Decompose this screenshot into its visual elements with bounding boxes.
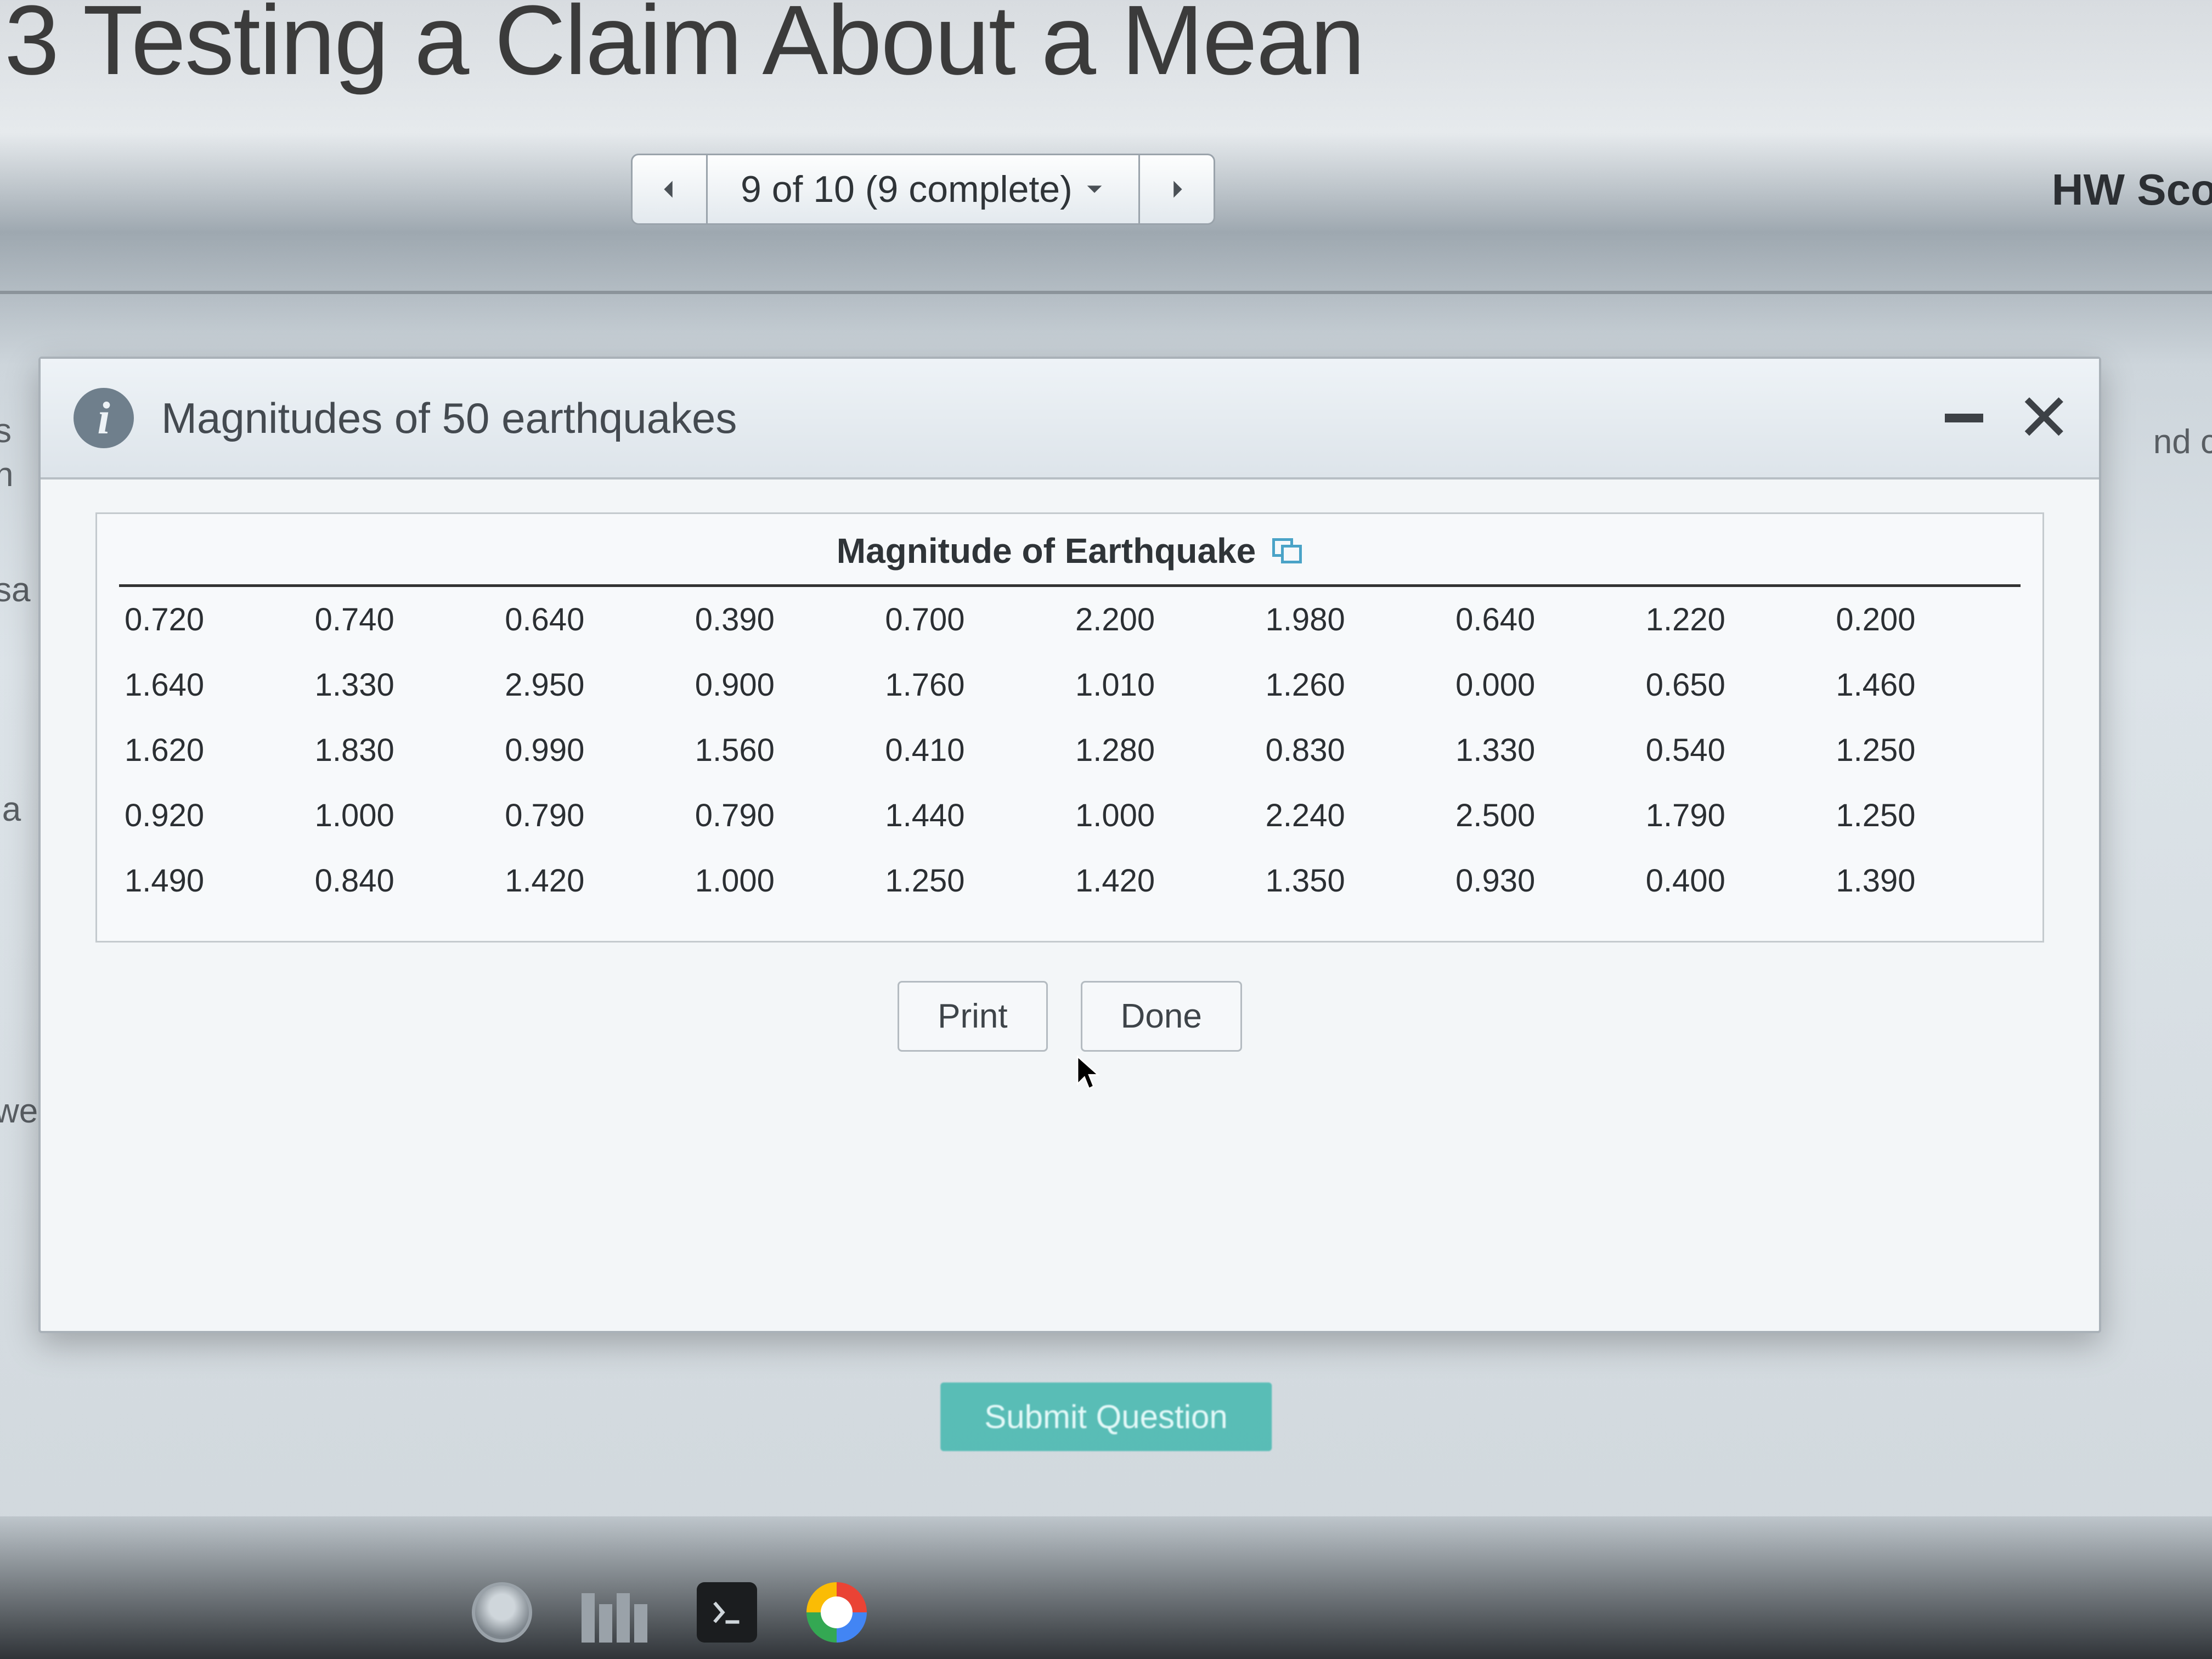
table-cell: 0.640 bbox=[499, 586, 690, 653]
safari-icon[interactable] bbox=[472, 1582, 532, 1643]
table-cell: 1.260 bbox=[1260, 652, 1451, 718]
table-row: 0.7200.7400.6400.3900.7002.2001.9800.640… bbox=[119, 586, 2021, 653]
table-cell: 1.560 bbox=[690, 718, 880, 783]
table-title: Magnitude of Earthquake bbox=[119, 531, 2021, 584]
truncated-text: la bbox=[0, 790, 21, 829]
next-question-button[interactable] bbox=[1138, 154, 1215, 225]
table-cell: 1.980 bbox=[1260, 586, 1451, 653]
data-table: 0.7200.7400.6400.3900.7002.2001.9800.640… bbox=[119, 584, 2021, 913]
chevron-left-icon bbox=[657, 177, 682, 202]
table-cell: 1.000 bbox=[309, 783, 500, 848]
table-cell: 1.390 bbox=[1830, 848, 2021, 913]
table-cell: 1.760 bbox=[879, 652, 1070, 718]
print-button[interactable]: Print bbox=[898, 981, 1047, 1052]
table-cell: 1.620 bbox=[119, 718, 309, 783]
table-cell: 0.540 bbox=[1640, 718, 1831, 783]
table-cell: 1.330 bbox=[1450, 718, 1640, 783]
truncated-text: nd c bbox=[2153, 422, 2212, 461]
table-cell: 1.790 bbox=[1640, 783, 1831, 848]
table-cell: 1.250 bbox=[1830, 783, 2021, 848]
close-button[interactable]: ✕ bbox=[2016, 398, 2072, 438]
table-cell: 1.830 bbox=[309, 718, 500, 783]
table-cell: 1.000 bbox=[690, 848, 880, 913]
table-cell: 1.440 bbox=[879, 783, 1070, 848]
submit-question-button[interactable]: Submit Question bbox=[940, 1383, 1272, 1451]
table-cell: 0.790 bbox=[690, 783, 880, 848]
table-cell: 2.240 bbox=[1260, 783, 1451, 848]
copy-data-icon[interactable] bbox=[1272, 538, 1303, 563]
table-cell: 1.420 bbox=[499, 848, 690, 913]
table-cell: 0.830 bbox=[1260, 718, 1451, 783]
table-cell: 1.250 bbox=[879, 848, 1070, 913]
table-cell: 1.000 bbox=[1070, 783, 1260, 848]
table-cell: 0.410 bbox=[879, 718, 1070, 783]
chrome-icon[interactable] bbox=[806, 1582, 867, 1643]
hw-score-label: HW Sco bbox=[2052, 165, 2212, 215]
table-cell: 0.740 bbox=[309, 586, 500, 653]
dock bbox=[0, 1516, 2212, 1659]
table-cell: 1.250 bbox=[1830, 718, 2021, 783]
truncated-text: s bbox=[0, 411, 12, 450]
modal-title: Magnitudes of 50 earthquakes bbox=[161, 393, 737, 443]
info-icon: i bbox=[74, 388, 134, 448]
table-cell: 1.280 bbox=[1070, 718, 1260, 783]
table-cell: 0.990 bbox=[499, 718, 690, 783]
header-divider bbox=[0, 291, 2212, 294]
table-cell: 0.700 bbox=[879, 586, 1070, 653]
table-cell: 0.640 bbox=[1450, 586, 1640, 653]
table-cell: 1.330 bbox=[309, 652, 500, 718]
table-cell: 2.950 bbox=[499, 652, 690, 718]
table-cell: 1.350 bbox=[1260, 848, 1451, 913]
terminal-icon[interactable] bbox=[697, 1582, 757, 1643]
table-cell: 0.200 bbox=[1830, 586, 2021, 653]
chevron-down-icon bbox=[1084, 178, 1105, 200]
table-row: 0.9201.0000.7900.7901.4401.0002.2402.500… bbox=[119, 783, 2021, 848]
table-row: 1.4900.8401.4201.0001.2501.4201.3500.930… bbox=[119, 848, 2021, 913]
table-cell: 0.720 bbox=[119, 586, 309, 653]
chevron-right-icon bbox=[1164, 177, 1189, 202]
page-title: .3 Testing a Claim About a Mean bbox=[0, 0, 1364, 97]
table-cell: 0.390 bbox=[690, 586, 880, 653]
table-cell: 0.400 bbox=[1640, 848, 1831, 913]
truncated-text: sa bbox=[0, 571, 30, 610]
table-cell: 2.200 bbox=[1070, 586, 1260, 653]
table-cell: 1.010 bbox=[1070, 652, 1260, 718]
table-cell: 1.490 bbox=[119, 848, 309, 913]
truncated-text: we bbox=[0, 1092, 38, 1131]
table-row: 1.6201.8300.9901.5600.4101.2800.8301.330… bbox=[119, 718, 2021, 783]
table-cell: 1.220 bbox=[1640, 586, 1831, 653]
question-progress-text: 9 of 10 (9 complete) bbox=[741, 168, 1073, 211]
table-title-text: Magnitude of Earthquake bbox=[837, 531, 1256, 571]
minimize-button[interactable] bbox=[1945, 414, 1983, 422]
modal-header: i Magnitudes of 50 earthquakes ✕ bbox=[41, 359, 2099, 479]
table-cell: 0.000 bbox=[1450, 652, 1640, 718]
table-cell: 1.640 bbox=[119, 652, 309, 718]
done-button[interactable]: Done bbox=[1081, 981, 1242, 1052]
table-cell: 1.420 bbox=[1070, 848, 1260, 913]
table-cell: 2.500 bbox=[1450, 783, 1640, 848]
data-table-frame: Magnitude of Earthquake 0.7200.7400.6400… bbox=[95, 512, 2044, 943]
question-progress-dropdown[interactable]: 9 of 10 (9 complete) bbox=[708, 154, 1138, 225]
prev-question-button[interactable] bbox=[631, 154, 708, 225]
table-cell: 0.920 bbox=[119, 783, 309, 848]
table-cell: 1.460 bbox=[1830, 652, 2021, 718]
data-modal: i Magnitudes of 50 earthquakes ✕ Magnitu… bbox=[38, 357, 2101, 1333]
table-cell: 0.840 bbox=[309, 848, 500, 913]
table-cell: 0.930 bbox=[1450, 848, 1640, 913]
mouse-cursor-icon bbox=[1075, 1053, 1103, 1092]
table-cell: 0.900 bbox=[690, 652, 880, 718]
table-cell: 0.790 bbox=[499, 783, 690, 848]
mission-control-icon[interactable] bbox=[582, 1593, 647, 1643]
truncated-text: n bbox=[0, 455, 13, 494]
question-nav: 9 of 10 (9 complete) bbox=[631, 154, 1215, 225]
table-cell: 0.650 bbox=[1640, 652, 1831, 718]
table-row: 1.6401.3302.9500.9001.7601.0101.2600.000… bbox=[119, 652, 2021, 718]
